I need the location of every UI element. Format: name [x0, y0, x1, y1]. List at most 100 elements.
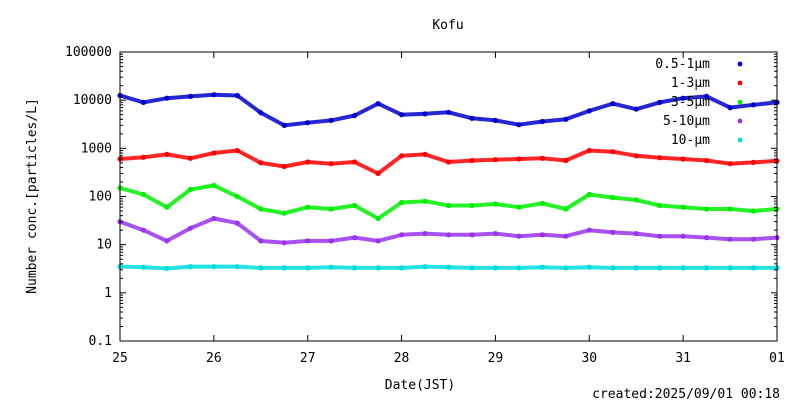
data-point [140, 264, 147, 270]
legend-label: 5-10μm [663, 114, 710, 129]
data-point [211, 92, 217, 98]
x-tick-label: 26 [206, 351, 222, 366]
data-point [610, 101, 616, 107]
data-point [328, 117, 334, 123]
data-point [727, 206, 733, 212]
data-point [516, 156, 522, 162]
x-axis-label: Date(JST) [385, 378, 455, 393]
data-point [633, 265, 639, 271]
x-axis: 25 26 27 28 29 30 31 01 [112, 52, 785, 366]
data-point [492, 117, 498, 123]
data-point [563, 206, 569, 212]
x-tick-label: 28 [394, 351, 410, 366]
y-axis: 0.1 1 10 100 1000 10000 100000 [65, 45, 777, 349]
legend: 0.5-1μm 1-3μm 3-5μm 5-10μm 10-μm [655, 57, 743, 148]
data-point [258, 238, 264, 244]
data-point [234, 264, 240, 270]
x-tick-label: 27 [300, 351, 316, 366]
data-point [352, 159, 358, 165]
y-tick-label: 100000 [65, 45, 112, 60]
y-tick-label: 1 [104, 286, 112, 301]
data-point [469, 265, 475, 271]
x-tick-label: 29 [488, 351, 504, 366]
data-point [445, 202, 452, 209]
data-point [375, 170, 381, 177]
data-point [704, 93, 710, 99]
data-point [187, 155, 193, 161]
y-tick-label: 0.1 [89, 334, 112, 349]
data-point [539, 264, 546, 270]
y-tick-label: 1000 [81, 141, 112, 156]
data-point [680, 156, 686, 162]
data-point [563, 116, 569, 122]
data-point [281, 265, 287, 271]
x-tick-label: 30 [581, 351, 597, 366]
data-point [727, 236, 733, 242]
legend-swatch [737, 137, 743, 143]
data-point [258, 110, 264, 116]
legend-label: 3-5μm [671, 95, 710, 110]
data-point [680, 233, 686, 239]
data-point [164, 238, 170, 244]
data-point [445, 232, 452, 238]
legend-swatch [737, 80, 743, 86]
data-point [352, 265, 358, 271]
data-point [516, 265, 522, 271]
y-axis-label: Number conc.[particles/L] [25, 98, 40, 294]
data-point [234, 220, 240, 226]
data-point [399, 112, 405, 118]
x-tick-label: 31 [675, 351, 691, 366]
data-point [305, 204, 311, 210]
data-point [211, 264, 217, 270]
data-point [633, 153, 639, 159]
data-point [258, 160, 264, 166]
data-point [727, 161, 733, 167]
x-tick-label: 01 [769, 351, 785, 366]
legend-swatch [737, 61, 743, 67]
data-point [258, 206, 264, 212]
data-point [140, 227, 147, 233]
data-point [610, 195, 616, 201]
data-point [680, 95, 686, 101]
data-point [563, 265, 569, 271]
data-point [445, 159, 452, 165]
data-point [492, 201, 498, 207]
data-point [657, 99, 663, 105]
data-point [469, 115, 475, 121]
data-point [352, 202, 358, 209]
data-point [164, 265, 170, 272]
data-point [422, 198, 428, 204]
data-point [399, 265, 405, 271]
data-point [727, 105, 733, 111]
data-point [750, 265, 757, 271]
data-point [281, 122, 287, 128]
data-point [445, 109, 452, 115]
data-point [187, 93, 193, 99]
data-point [657, 233, 663, 239]
data-point [704, 265, 710, 271]
data-point [539, 155, 546, 161]
data-point [211, 215, 217, 222]
data-point [187, 264, 193, 270]
series-line [119, 216, 778, 245]
legend-label: 0.5-1μm [655, 57, 710, 72]
y-tick-label: 10000 [73, 93, 112, 108]
data-point [258, 265, 264, 271]
data-point [586, 227, 592, 233]
data-point [516, 204, 522, 210]
data-point [750, 236, 757, 242]
data-point [704, 235, 710, 241]
data-point [586, 147, 592, 154]
data-point [187, 186, 193, 193]
x-tick-label: 25 [112, 351, 128, 366]
data-point [187, 225, 193, 231]
data-point [516, 233, 522, 239]
y-tick-label: 100 [89, 190, 112, 205]
data-point [422, 231, 428, 237]
data-point [352, 235, 358, 241]
data-point [305, 238, 311, 244]
data-point [704, 157, 710, 164]
data-point [422, 264, 428, 270]
data-point [211, 182, 217, 188]
